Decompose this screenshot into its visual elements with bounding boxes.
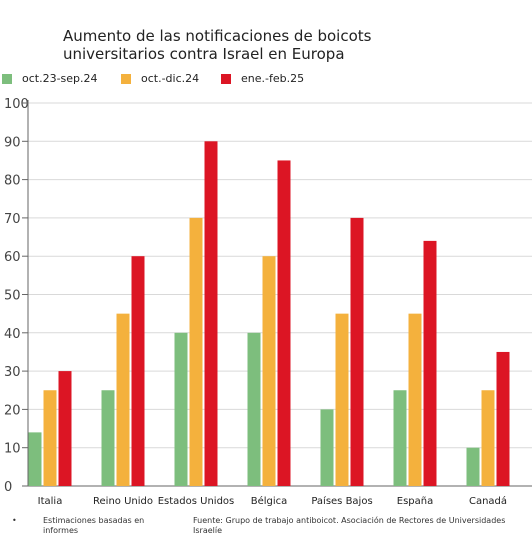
footer-source: Fuente: Grupo de trabajo antiboicot. Aso…	[193, 516, 506, 535]
y-tick-label: 90	[4, 135, 21, 150]
footer-bullet: •	[12, 516, 17, 525]
bar-2-5	[408, 313, 422, 486]
bar-2-0	[43, 390, 57, 486]
bar-1-3	[247, 332, 261, 486]
bar-3-6	[496, 351, 510, 486]
bar-3-4	[350, 217, 364, 486]
legend-item-series-3: ene.-feb.25	[221, 72, 304, 85]
bar-1-6	[466, 447, 480, 486]
legend-swatch-series-1	[2, 73, 12, 84]
y-tick-label: 80	[4, 174, 21, 189]
y-tick-label: 60	[4, 250, 21, 265]
y-tick-label: 40	[4, 327, 21, 342]
bar-2-1	[116, 313, 130, 486]
bar-2-3	[262, 256, 276, 486]
legend-item-series-2: oct.-dic.24	[121, 72, 199, 85]
bar-2-2	[189, 217, 203, 486]
x-tick-label: Estados Unidos	[158, 496, 235, 507]
legend-swatch-series-3	[221, 73, 231, 84]
legend: oct.23-sep.24 oct.-dic.24 ene.-feb.25	[0, 72, 532, 88]
chart-title: Aumento de las notificaciones de boicots…	[63, 27, 372, 63]
bar-3-2	[204, 141, 218, 487]
y-tick-label: 100	[4, 97, 29, 112]
bar-1-1	[101, 390, 115, 486]
x-tick-label: Bélgica	[251, 495, 288, 507]
footer-note: Estimaciones basadas en informes	[43, 516, 145, 535]
bar-3-1	[131, 256, 145, 486]
y-tick-label: 30	[4, 365, 21, 380]
y-tick-label: 20	[4, 403, 21, 418]
bar-3-3	[277, 160, 291, 486]
legend-swatch-series-2	[121, 73, 131, 84]
legend-label-series-2: oct.-dic.24	[141, 72, 200, 85]
x-tick-label: Reino Unido	[93, 496, 153, 507]
bar-1-0	[28, 432, 42, 486]
bar-2-4	[335, 313, 349, 486]
legend-item-series-1: oct.23-sep.24	[2, 72, 98, 85]
bar-3-0	[58, 371, 72, 486]
bar-1-4	[320, 409, 334, 486]
x-tick-label: España	[397, 496, 433, 507]
y-tick-label: 0	[4, 480, 12, 495]
bar-2-6	[481, 390, 495, 486]
bar-1-2	[174, 332, 188, 486]
x-tick-label: Países Bajos	[311, 495, 372, 507]
y-tick-label: 10	[4, 442, 21, 457]
legend-label-series-1: oct.23-sep.24	[22, 72, 98, 85]
y-tick-label: 70	[4, 212, 21, 227]
x-tick-label: Italia	[38, 496, 63, 507]
x-tick-label: Canadá	[469, 495, 507, 507]
y-tick-label: 50	[4, 289, 21, 304]
legend-label-series-3: ene.-feb.25	[241, 72, 305, 85]
bar-1-5	[393, 390, 407, 486]
bar-3-5	[423, 240, 437, 486]
